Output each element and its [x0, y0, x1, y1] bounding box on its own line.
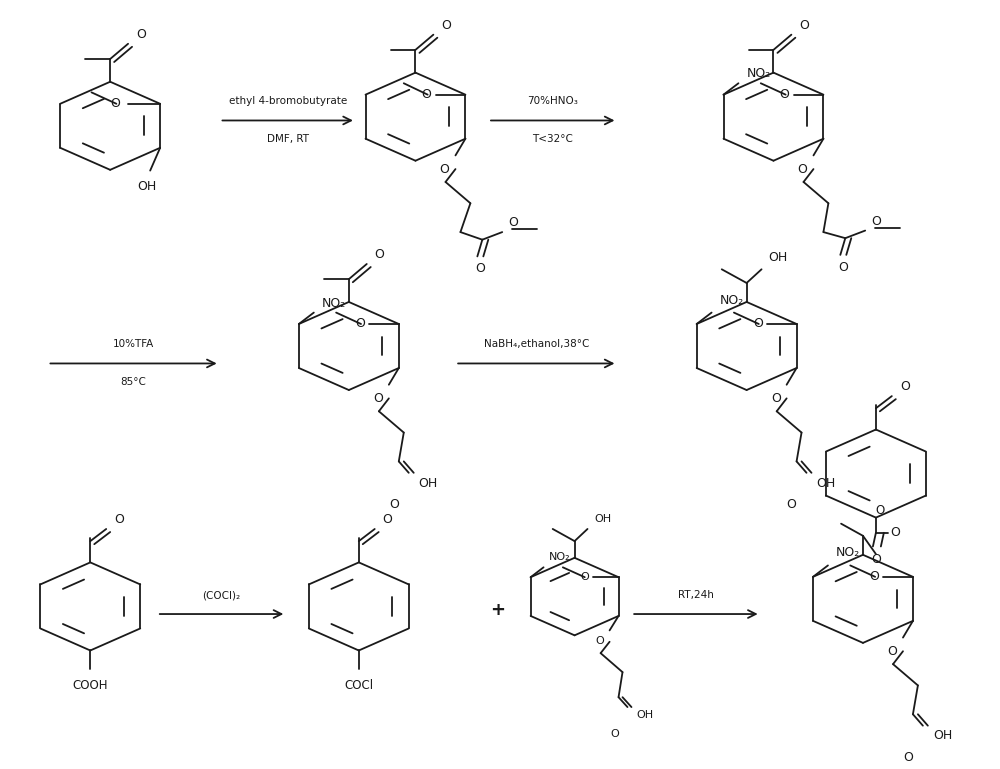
Text: RT,24h: RT,24h — [678, 590, 714, 600]
Text: O: O — [373, 392, 383, 405]
Text: COCl: COCl — [344, 679, 373, 692]
Text: O: O — [389, 498, 399, 511]
Text: O: O — [869, 571, 879, 584]
Text: OH: OH — [816, 477, 836, 490]
Text: O: O — [798, 163, 808, 176]
Text: OH: OH — [419, 477, 438, 490]
Text: NaBH₄,ethanol,38°C: NaBH₄,ethanol,38°C — [484, 339, 589, 349]
Text: NO₂: NO₂ — [549, 552, 570, 562]
Text: O: O — [440, 163, 450, 176]
Text: O: O — [838, 261, 848, 274]
Text: O: O — [871, 553, 881, 565]
Text: O: O — [375, 248, 385, 261]
Text: OH: OH — [933, 730, 952, 742]
Text: OH: OH — [769, 251, 788, 264]
Text: O: O — [596, 637, 605, 647]
Text: O: O — [887, 645, 897, 658]
Text: O: O — [422, 88, 432, 102]
Text: O: O — [383, 513, 393, 526]
Text: NO₂: NO₂ — [322, 297, 346, 310]
Text: OH: OH — [138, 180, 157, 193]
Text: O: O — [355, 318, 365, 331]
Text: 85°C: 85°C — [121, 378, 146, 388]
Text: DMF, RT: DMF, RT — [267, 135, 309, 145]
Text: OH: OH — [594, 514, 612, 524]
Text: OH: OH — [636, 710, 654, 720]
Text: O: O — [787, 498, 797, 511]
Text: O: O — [610, 729, 619, 739]
Text: O: O — [580, 572, 589, 582]
Text: O: O — [508, 216, 518, 229]
Text: O: O — [890, 526, 900, 539]
Text: O: O — [114, 513, 124, 526]
Text: (COCl)₂: (COCl)₂ — [202, 590, 241, 600]
Text: O: O — [799, 18, 809, 32]
Text: O: O — [771, 392, 781, 405]
Text: O: O — [136, 28, 146, 41]
Text: 10%TFA: 10%TFA — [113, 339, 154, 349]
Text: T<32°C: T<32°C — [532, 135, 573, 145]
Text: O: O — [900, 380, 910, 393]
Text: +: + — [491, 601, 506, 619]
Text: O: O — [903, 751, 913, 764]
Text: NO₂: NO₂ — [746, 67, 771, 80]
Text: COOH: COOH — [73, 679, 108, 692]
Text: O: O — [871, 215, 881, 228]
Text: O: O — [475, 262, 485, 275]
Text: 70%HNO₃: 70%HNO₃ — [527, 96, 578, 106]
Text: NO₂: NO₂ — [836, 546, 860, 559]
Text: O: O — [441, 18, 451, 32]
Text: ethyl 4-bromobutyrate: ethyl 4-bromobutyrate — [229, 96, 347, 106]
Text: O: O — [753, 318, 763, 331]
Text: O: O — [110, 97, 120, 110]
Text: NO₂: NO₂ — [720, 294, 744, 307]
Text: O: O — [875, 504, 884, 517]
Text: O: O — [780, 88, 790, 102]
